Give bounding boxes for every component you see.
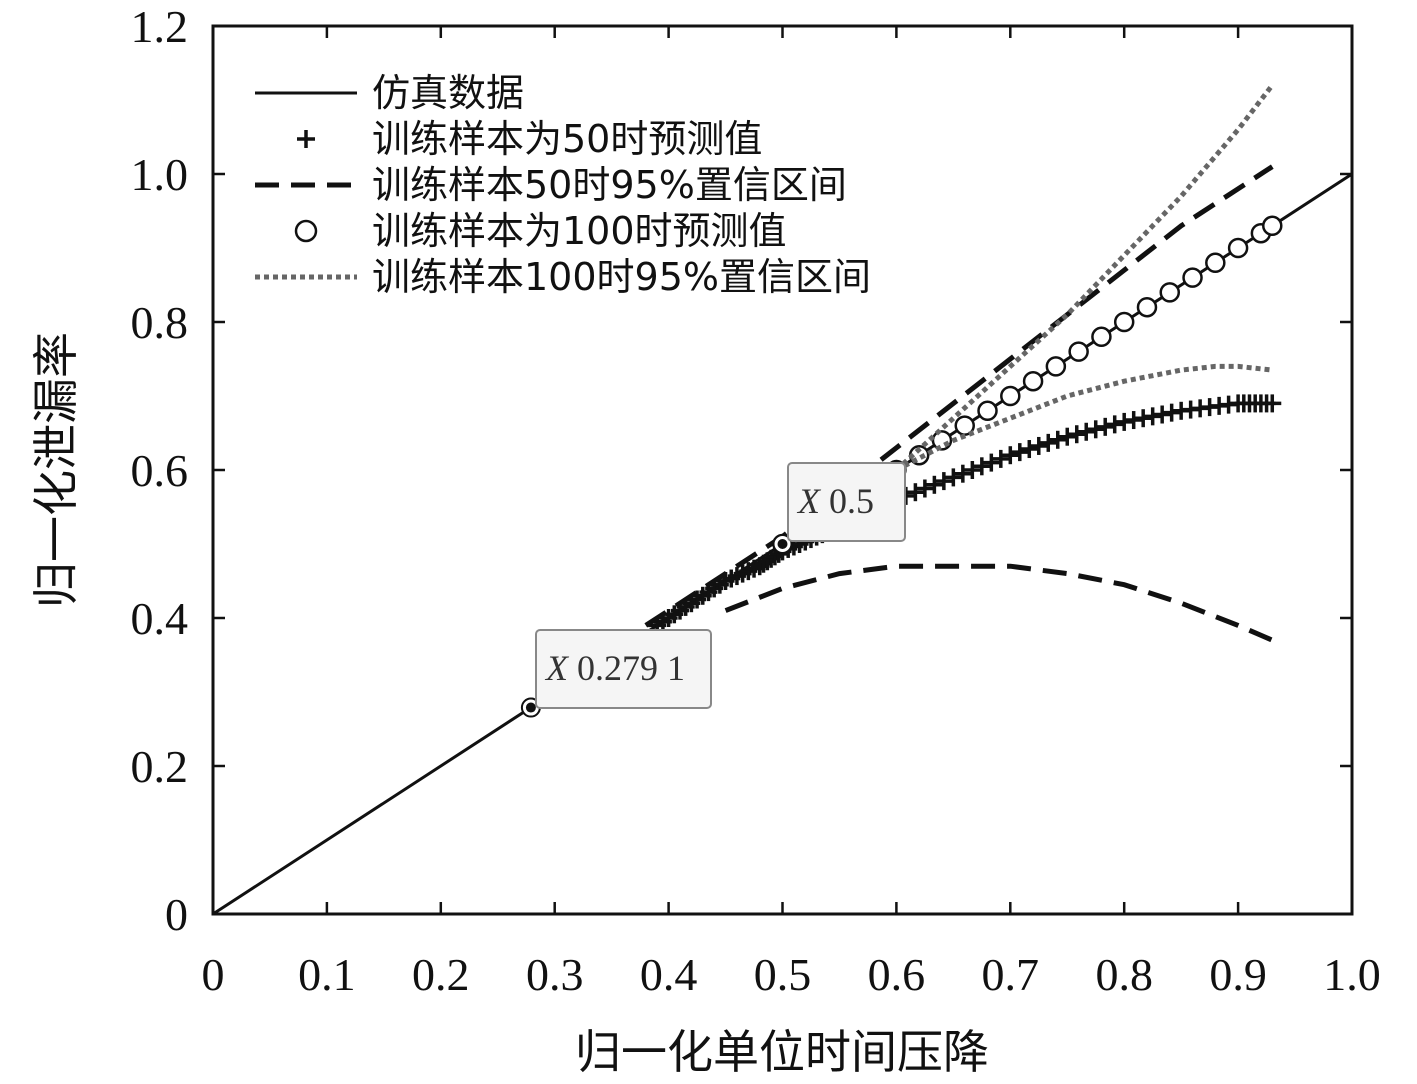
plus-marker [1124,411,1143,430]
circle-marker [1045,356,1067,377]
plus-marker [1067,425,1086,444]
y-tick-label: 0.8 [131,297,189,348]
plus-marker [925,475,944,494]
ci100-upper-line [894,83,1275,472]
plus-marker [1096,417,1115,436]
x-axis-title: 归一化单位时间压降 [575,1025,989,1079]
x-tick-label: 0.2 [412,949,470,1000]
data-tip-value: 0.5 [820,481,874,521]
y-tick-labels: 0 0.2 0.4 0.6 0.8 1.0 1.2 [131,1,189,940]
y-tick-label: 1.2 [131,1,189,52]
plus-marker [1077,422,1096,441]
data-tip: X 0.5 [772,462,906,554]
circle-marker [931,430,953,451]
legend-entry: 仿真数据 [255,71,524,115]
plus-marker [963,461,982,479]
plus-marker [1263,394,1282,413]
plus-marker [1115,412,1134,431]
plus-marker [297,130,315,148]
plus-marker [1020,440,1039,459]
x-tick-label: 0 [202,949,225,1000]
ci50-lower-line [724,563,1274,643]
plus-marker [1162,403,1181,422]
annotation-layer: X 0.279 1X 0.5 [520,462,906,718]
circle-marker [1182,267,1203,288]
x-tick-labels: 0 0.1 0.2 0.3 0.4 0.5 0.6 0.7 0.8 0.9 1.0 [202,949,1381,1000]
plus-marker [906,483,925,502]
plus-marker [1048,430,1067,449]
circle-marker [1262,215,1283,237]
plus-marker [991,449,1010,468]
y-tick-label: 0 [165,889,188,940]
circle-marker [1091,326,1112,348]
x-tick-label: 0.8 [1095,949,1153,1000]
y-tick-label: 1.0 [131,149,189,200]
legend-entry: 训练样本50时95%置信区间 [255,163,847,207]
plus-marker [1029,436,1048,455]
x-tick-label: 0.5 [754,949,812,1000]
y-tick-label: 0.4 [131,593,189,644]
x-tick-label: 0.7 [982,949,1040,1000]
legend-entry: 训练样本为50时预测值 [297,117,762,161]
x-tick-label: 0.1 [298,949,356,1000]
data-tip-box [535,629,712,709]
x-tick-label: 0.4 [640,949,698,1000]
data-tip-label: X 0.5 [796,481,874,521]
plus-marker [915,479,934,498]
x-tick-label: 0.9 [1209,949,1267,1000]
circle-marker [1022,370,1044,392]
plus-marker [1039,433,1058,452]
legend-entry: 训练样本为100时预测值 [294,209,787,253]
legend-label: 训练样本50时95%置信区间 [372,163,847,207]
plus-marker [953,464,972,483]
plus-marker [1153,405,1172,424]
circle-marker [1136,296,1158,318]
plot-area [211,24,1354,916]
data-tip-box [787,462,906,542]
y-tick-label: 0.6 [131,445,189,496]
ci100-lower-line [895,363,1273,473]
y-tick-label: 0.2 [131,741,189,792]
plus-marker [1134,409,1153,428]
circle-marker [1068,341,1089,362]
plus-marker [1086,420,1105,439]
data-tip: X 0.279 1 [520,629,712,718]
y-axis-title: 归一化泄漏率 [29,332,83,608]
legend: 仿真数据训练样本为50时预测值训练样本50时95%置信区间训练样本为100时预测… [255,71,871,299]
plus-marker [982,453,1001,472]
circle-marker [1113,311,1135,333]
plus-marker [944,468,963,487]
data-tip-label: X 0.279 1 [544,648,685,688]
axis-ticks [211,24,1354,916]
legend-swatch-circle [294,219,318,243]
circle-marker [1159,282,1181,303]
data-tip-prefix: X [796,481,822,521]
legend-label: 训练样本为100时预测值 [372,209,787,253]
data-tip-value: 0.279 1 [568,648,685,688]
x-tick-label: 0.3 [526,949,584,1000]
plus-marker [1001,446,1020,465]
circle-marker [1227,237,1249,259]
plus-marker [1010,443,1029,462]
data-tip-point [525,702,536,713]
legend-entry: 训练样本100时95%置信区间 [255,255,871,299]
plus-marker [934,472,953,491]
plus-marker [1105,415,1124,434]
circle-marker [1000,385,1021,407]
x-tick-label: 0.6 [868,949,926,1000]
plus-marker [1143,407,1162,426]
plus-marker [1058,427,1077,446]
circle-marker [1205,252,1226,274]
x-tick-label: 1.0 [1323,949,1381,1000]
legend-label: 仿真数据 [372,71,524,115]
legend-label: 训练样本100时95%置信区间 [372,255,871,299]
pred100-markers [772,215,1283,555]
legend-label: 训练样本为50时预测值 [372,117,762,161]
circle-marker [977,400,998,422]
plus-marker [972,457,991,476]
data-tip-prefix: X [544,648,570,688]
data-tip-point [777,539,788,549]
